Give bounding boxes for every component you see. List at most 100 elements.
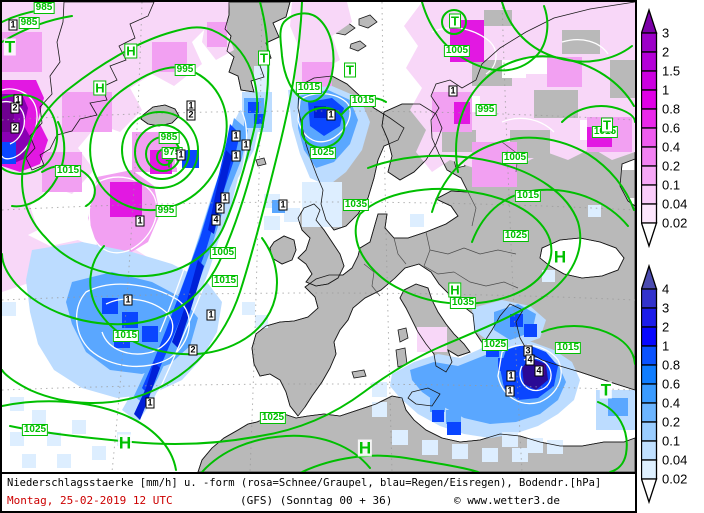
scale-arrow-up [641,263,658,290]
isobar-label: 1025 [259,412,287,424]
precip-contour-label: 1 [8,19,18,31]
low-pressure-marker: T [601,117,613,133]
scale-tick-label: 3 [662,301,669,316]
scale-arrow-down [641,478,658,505]
isobar-label: 995 [174,64,196,76]
scale-cell [641,402,658,423]
scale-tick-label: 3 [662,26,669,41]
isobar-label: 1005 [443,45,471,57]
scale-cell [641,288,658,309]
scale-tick-label: 0.6 [662,377,680,392]
scale-tick-label: 2 [662,45,669,60]
low-pressure-marker: T [599,380,613,400]
scale-cell [641,127,658,148]
scale-tick-label: 1 [662,83,669,98]
precip-contour-label: 2 [186,109,196,121]
scale-tick-label: 1 [662,339,669,354]
scale-cell [641,165,658,186]
precip-contour-label: 1 [123,294,133,306]
precip-contour-label: 2 [188,344,198,356]
scale-cell [641,383,658,404]
isobar-label: 995 [155,205,177,217]
scale-cell [641,203,658,224]
isobar-label: 985 [33,2,55,14]
scale-tick-label: 0.2 [662,415,680,430]
precip-contour-label: 1 [231,130,241,142]
isobar-label: 1015 [211,275,239,287]
scale-cell [641,184,658,205]
graticule [2,2,635,472]
scale-cell [641,459,658,480]
scale-tick-label: 0.1 [662,434,680,449]
scale-cell [641,108,658,129]
high-pressure-marker: H [93,80,107,96]
scale-arrow-down [641,222,658,249]
isobar-label: 1015 [295,82,323,94]
caption-box: Niederschlagsstaerke [mm/h] u. -form (ro… [0,472,637,513]
weather-map-svg [2,2,635,472]
isobar-label: 1005 [209,247,237,259]
low-pressure-marker: T [258,50,270,66]
isobar-label: 985 [18,17,40,29]
scale-tick-label: 0.4 [662,396,680,411]
scale-tick-label: 0.8 [662,358,680,373]
high-pressure-marker: H [124,43,138,59]
scale-cell [641,307,658,328]
scale-tick-label: 0.8 [662,102,680,117]
scale-cell [641,345,658,366]
isobar-label: 1025 [502,230,530,242]
precip-contour-label: 1 [231,150,241,162]
low-pressure-marker: T [165,158,173,171]
low-pressure-marker: T [344,62,356,78]
scale-cell [641,32,658,53]
high-pressure-marker: H [448,282,462,298]
precip-contour-label: 1 [278,199,288,211]
scale-cell [641,364,658,385]
precip-contour-label: 1 [326,109,336,121]
high-pressure-marker: H [117,433,133,453]
precip-contour-label: 2 [10,122,20,134]
isobar-label: 1015 [554,342,582,354]
scale-tick-label: 0.4 [662,140,680,155]
isobar-label: 1015 [54,165,82,177]
scale-tick-label: 1.5 [662,64,680,79]
precip-contour-label: 1 [505,385,515,397]
scale-arrow-up [641,8,658,34]
isobar-label: 1005 [501,152,529,164]
scale-tick-label: 0.6 [662,121,680,136]
snow-intensity-scale: 3 2 1.5 1 0.8 0.6 0.4 0.2 0.1 0.04 0.02 [641,8,687,249]
caption-title: Niederschlagsstaerke [mm/h] u. -form (ro… [7,477,602,489]
weather-map: 985 985 995 985 975 995 1015 1015 1015 1025 1035 99… [0,0,637,474]
precip-contour-label: 2 [215,202,225,214]
scale-tick-label: 0.1 [662,178,680,193]
scale-cell [641,146,658,167]
precip-contour-label: 1 [220,192,230,204]
isobar-label: 1025 [21,424,49,436]
isobars [2,2,635,472]
precip-contour-label: 1 [135,215,145,227]
isobar-label: 1025 [309,147,337,159]
scale-tick-label: 0.2 [662,159,680,174]
high-pressure-marker: H [357,438,373,458]
scale-cell [641,421,658,442]
scale-cell [641,89,658,110]
precip-contour-label: 1 [176,149,186,161]
scale-cell [641,51,658,72]
low-pressure-marker: T [3,37,17,57]
precip-contour-label: 1 [206,309,216,321]
precip-contour-label: 4 [525,354,535,366]
scale-cell [641,440,658,461]
scale-cell [641,70,658,91]
caption-datetime: Montag, 25-02-2019 12 UTC [7,494,173,507]
scale-cell [641,326,658,347]
precip-contour-label: 1 [506,370,516,382]
precip-contour-label: 1 [241,139,251,151]
isobar-label: 1015 [112,330,140,342]
isobar-label: 985 [158,132,180,144]
isobar-label: 1015 [349,95,377,107]
precip-contour-label: 1 [448,85,458,97]
rain-intensity-scale: 4 3 2 1 0.8 0.6 0.4 0.2 0.1 0.04 0.02 [641,263,687,505]
scale-tick-label: 2 [662,320,669,335]
precip-contour-label: 4 [211,214,221,226]
scale-tick-label: 0.04 [662,197,687,212]
